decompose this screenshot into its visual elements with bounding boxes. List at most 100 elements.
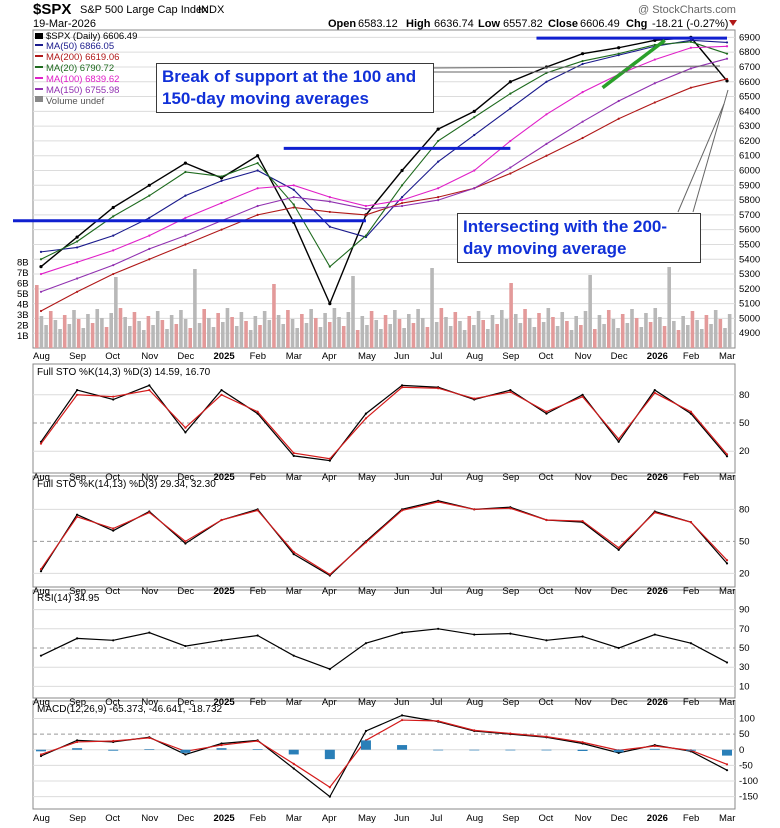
data-point bbox=[220, 201, 223, 205]
x-tick-label: Oct bbox=[538, 351, 553, 362]
volume-bar bbox=[272, 284, 276, 348]
y-axis-labels: 4900 5000 5100 5200 5300 5400 5500 5600 5700 5800… bbox=[17, 32, 760, 802]
x-tick-label: 2026 bbox=[647, 813, 668, 824]
data-point bbox=[220, 742, 223, 745]
data-point bbox=[148, 389, 151, 392]
volume-bar bbox=[458, 321, 462, 348]
data-point bbox=[256, 162, 259, 165]
data-point bbox=[256, 410, 259, 413]
series-line-1-0 bbox=[40, 384, 728, 462]
volume-bar bbox=[397, 319, 402, 348]
data-point bbox=[400, 204, 404, 208]
data-point bbox=[184, 170, 187, 174]
close-value: 6606.49 bbox=[580, 18, 620, 30]
volume-bar bbox=[583, 311, 588, 348]
x-tick-label: Dec bbox=[177, 813, 194, 824]
data-point bbox=[581, 59, 584, 63]
data-point bbox=[184, 540, 187, 543]
y-tick-label: 10 bbox=[739, 681, 750, 692]
y-tick-label: 5700 bbox=[739, 210, 760, 221]
data-point bbox=[112, 264, 115, 267]
sto2-title: Full STO %K(14,13) %D(3) 29.34, 32.30 bbox=[37, 479, 216, 490]
x-tick-label: May bbox=[358, 351, 376, 362]
volume-bar bbox=[532, 327, 537, 348]
volume-bar bbox=[137, 321, 141, 348]
data-point bbox=[184, 431, 187, 434]
volume-bar bbox=[155, 311, 160, 348]
x-tick-label: Mar bbox=[719, 586, 735, 597]
volume-bar bbox=[86, 314, 90, 348]
volume-bar bbox=[374, 320, 379, 348]
volume-bar bbox=[709, 324, 713, 348]
x-tick-label: 2026 bbox=[647, 586, 668, 597]
data-point bbox=[112, 529, 115, 532]
legend-ma20: MA(20) 6790.72 bbox=[46, 63, 114, 74]
data-point bbox=[400, 184, 404, 187]
volume-bar bbox=[662, 326, 667, 348]
volume-bar bbox=[355, 330, 360, 348]
volume-bar bbox=[118, 308, 123, 348]
macd-histogram-bar bbox=[433, 749, 444, 751]
y-tick-label: 5300 bbox=[739, 269, 760, 280]
x-axis-labels: Aug Sep Oct Nov Dec 2025 Feb Mar Apr May Jun Jul Aug… bbox=[33, 351, 735, 824]
series-line-3-0 bbox=[40, 628, 728, 670]
volume-bar bbox=[81, 328, 86, 348]
x-tick-label: Dec bbox=[611, 351, 628, 362]
volume-bar bbox=[686, 325, 690, 348]
volume-bar bbox=[44, 325, 48, 348]
data-point bbox=[292, 206, 295, 209]
data-point bbox=[725, 661, 729, 664]
volume-bar bbox=[128, 326, 132, 348]
series-line-0-1 bbox=[40, 39, 728, 253]
data-point bbox=[689, 521, 692, 524]
macd-histogram-bar bbox=[722, 749, 732, 756]
volume-bar bbox=[337, 317, 341, 348]
rsi-title: RSI(14) 34.95 bbox=[37, 593, 100, 604]
y-tick-label: 5400 bbox=[739, 254, 760, 265]
data-point bbox=[220, 179, 223, 182]
data-point bbox=[148, 216, 151, 219]
x-tick-label: Sep bbox=[69, 586, 86, 597]
data-point bbox=[509, 172, 512, 175]
data-point bbox=[256, 634, 259, 637]
data-point bbox=[292, 762, 295, 765]
x-tick-label: Sep bbox=[502, 472, 519, 483]
data-point bbox=[437, 160, 440, 163]
legend-price: $SPX (Daily) 6606.49 bbox=[46, 31, 137, 42]
x-tick-label: Mar bbox=[286, 697, 302, 708]
volume-bar bbox=[234, 326, 239, 348]
volume-bar bbox=[132, 312, 137, 348]
macd-histogram-bar bbox=[216, 748, 227, 750]
data-point bbox=[509, 389, 512, 392]
data-point bbox=[220, 639, 223, 642]
data-point bbox=[292, 188, 295, 191]
data-point bbox=[328, 302, 332, 306]
data-point bbox=[437, 719, 440, 723]
volume-bar bbox=[593, 329, 597, 348]
y-tick-label: 90 bbox=[739, 605, 750, 616]
data-point bbox=[437, 198, 440, 202]
y-tick-label: 6700 bbox=[739, 62, 760, 73]
data-point bbox=[112, 215, 115, 218]
data-point bbox=[437, 387, 440, 390]
y-tick-label: 5200 bbox=[739, 284, 760, 295]
volume-bar bbox=[262, 311, 267, 348]
x-tick-label: Nov bbox=[141, 586, 158, 597]
volume-bar bbox=[560, 312, 565, 348]
x-tick-label: Sep bbox=[69, 472, 86, 483]
data-point bbox=[617, 52, 620, 55]
data-point bbox=[509, 92, 512, 95]
data-point bbox=[725, 52, 729, 55]
volume-bar bbox=[332, 308, 337, 348]
x-tick-label: Feb bbox=[250, 472, 266, 483]
x-tick-label: May bbox=[358, 813, 376, 824]
legend-ma50: MA(50) 6866.05 bbox=[46, 41, 114, 52]
macd-histogram-bar bbox=[649, 748, 660, 750]
data-point bbox=[364, 417, 368, 420]
data-point bbox=[545, 518, 548, 522]
data-point bbox=[39, 442, 43, 445]
volume-bar bbox=[179, 310, 183, 348]
volume-bar bbox=[681, 316, 685, 348]
x-tick-label: Aug bbox=[466, 472, 483, 483]
y-tick-label: 6500 bbox=[739, 92, 760, 103]
